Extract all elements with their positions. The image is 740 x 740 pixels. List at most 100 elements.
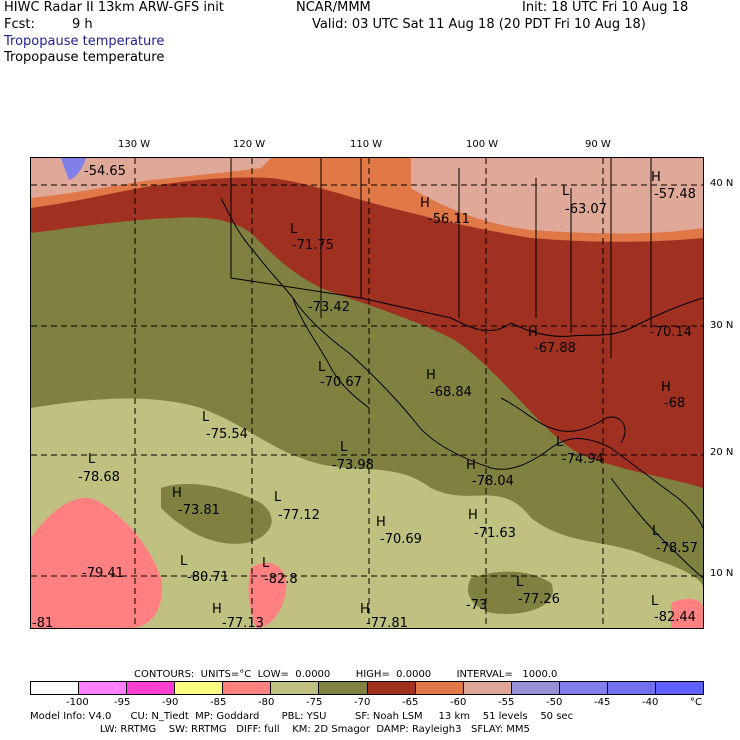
colorbar-tick-label: °C [690,697,702,708]
value-label: -63.07 [565,202,607,217]
title-left: HIWC Radar II 13km ARW-GFS init [4,0,224,15]
value-label: -77.13 [222,616,264,631]
colorbar-swatch [607,682,657,694]
colorbar-tick-label: -55 [498,697,515,708]
colorbar-tick-label: -50 [546,697,563,708]
colorbar-tick-label: -85 [210,697,227,708]
pressure-marker: H [466,458,476,473]
value-label: -57.48 [654,187,696,202]
value-label: -78.04 [472,474,514,489]
pressure-marker: H [528,325,538,340]
value-label: -74.94 [562,452,604,467]
pressure-marker: H [468,508,478,523]
pressure-marker: L [262,556,270,571]
lon-label: 110 W [350,139,383,150]
map-panel [30,157,704,629]
colorbar-swatch [367,682,416,694]
colorbar-swatch [463,682,512,694]
pressure-marker: L [318,360,326,375]
lat-label: 10 N [710,568,734,579]
init-time: Init: 18 UTC Fri 10 Aug 18 [522,0,689,15]
colorbar-tick-label: -45 [594,697,611,708]
model-info-line1: Model Info: V4.0 CU: N_Tiedt MP: Goddard… [30,711,574,722]
lon-label: 120 W [233,139,266,150]
value-label: -78.57 [656,541,698,556]
pressure-marker: H [360,602,370,617]
value-label: -73.81 [178,503,220,518]
pressure-marker: H [426,368,436,383]
value-label: -79.41 [82,566,124,581]
pressure-marker: L [180,554,188,569]
center-label: NCAR/MMM [296,0,371,15]
value-label: -78.68 [78,470,120,485]
colorbar-swatch [415,682,464,694]
colorbar-swatch [319,682,368,694]
colorbar-tick-label: -75 [306,697,323,708]
value-label: -73 [466,598,488,613]
colorbar-tick-label: -65 [402,697,419,708]
model-info-line2: LW: RRTMG SW: RRTMG DIFF: full KM: 2D Sm… [30,724,530,735]
colorbar-swatch [223,682,272,694]
pressure-marker: L [652,524,660,539]
colorbar-tick-label: -70 [354,697,371,708]
colorbar-tick-label: -90 [162,697,179,708]
colorbar-tick-label: -80 [258,697,275,708]
pressure-marker: L [340,440,348,455]
pressure-marker: L [516,575,524,590]
lat-label: 30 N [710,320,734,331]
colorbar-swatch [559,682,608,694]
colorbar-swatch [31,682,80,694]
colorbar-swatch [175,682,224,694]
fcst-value: 9 h [72,17,93,32]
colorbar-swatch [511,682,560,694]
value-label: -54.65 [84,164,126,179]
lon-label: 130 W [118,139,151,150]
lat-label: 40 N [710,178,734,189]
value-label: -75.54 [206,427,248,442]
pressure-marker: L [290,222,298,237]
colorbar-tick-label: -40 [642,697,659,708]
pressure-marker: L [562,184,570,199]
fcst-label: Fcst: [4,17,35,32]
pressure-marker: L [88,452,96,467]
value-label: -77.12 [278,508,320,523]
contours-info: CONTOURS: UNITS=°C LOW= 0.0000 HIGH= 0.0… [134,669,558,680]
value-label: -82.8 [264,572,298,587]
valid-time: Valid: 03 UTC Sat 11 Aug 18 (20 PDT Fri … [312,17,646,32]
colorbar-swatch [79,682,128,694]
value-label: -71.75 [292,238,334,253]
colorbar-swatch [127,682,176,694]
pressure-marker: L [556,435,564,450]
value-label: -73.42 [308,300,350,315]
value-label: -70.69 [380,532,422,547]
colorbar [30,681,704,695]
colorbar-swatch [271,682,320,694]
lon-label: 100 W [466,139,499,150]
colorbar-tick-label: -60 [450,697,467,708]
field-title-2: Tropopause temperature [4,50,165,65]
tropopause-field [31,158,703,628]
pressure-marker: H [651,170,661,185]
value-label: -56.11 [428,212,470,227]
value-label: -68.84 [430,385,472,400]
lon-label: 90 W [585,139,611,150]
value-label: -70.67 [320,375,362,390]
value-label: -82.44 [654,610,696,625]
pressure-marker: H [661,380,671,395]
value-label: -80.71 [187,570,229,585]
value-label: -70.14 [650,325,692,340]
value-label: -77.26 [518,592,560,607]
value-label: -73.98 [332,458,374,473]
value-label: -81 [32,616,54,631]
value-label: -68 [664,396,686,411]
value-label: -71.63 [474,526,516,541]
pressure-marker: H [420,196,430,211]
colorbar-tick-label: -95 [114,697,131,708]
field-title-1: Tropopause temperature [4,34,165,49]
pressure-marker: L [274,490,282,505]
colorbar-tick-label: -100 [66,697,89,708]
colorbar-swatch [656,682,704,694]
pressure-marker: L [202,410,210,425]
pressure-marker: L [651,594,659,609]
pressure-marker: H [212,602,222,617]
